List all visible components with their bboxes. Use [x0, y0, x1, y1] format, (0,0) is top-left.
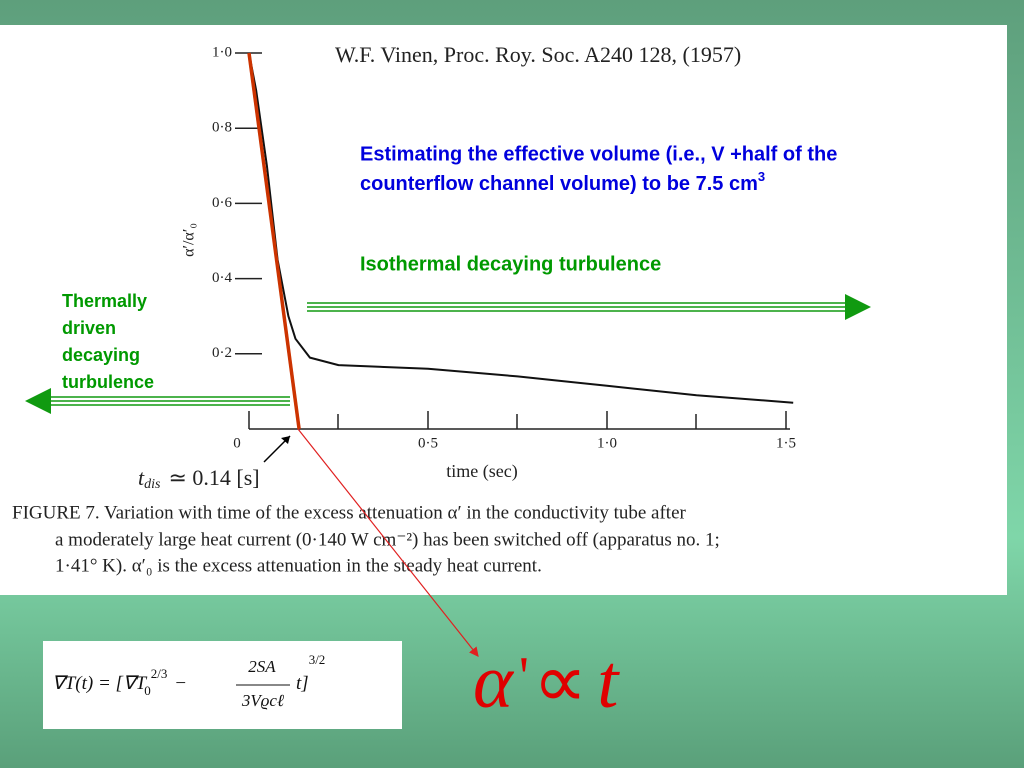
pointer-head: [281, 436, 290, 444]
y-tick-label: 0·2: [212, 345, 232, 361]
t-dis: tdis ≃ 0.14 [s]: [138, 465, 260, 492]
thermal-line: Thermally: [62, 291, 147, 311]
formula-tail: t]3/2: [296, 652, 325, 694]
formula: ∇T(t) = [∇T02/3−: [52, 666, 186, 698]
formula-box: [43, 641, 402, 729]
estimate-text: Estimating the effective volume (i.e., V…: [360, 143, 837, 195]
proportionality: α '∝ t: [473, 640, 620, 724]
x-tick-label: 0: [233, 435, 241, 451]
y-tick-label: 1·0: [212, 44, 232, 60]
y-tick-label: 0·4: [212, 270, 232, 286]
series-line: [248, 52, 794, 404]
left-arrow: [48, 396, 290, 406]
thermal-line: driven: [62, 318, 116, 338]
x-tick-label: 1·5: [776, 435, 796, 451]
right-arrow: [307, 302, 848, 312]
thermal-label: Thermally driven decaying turbulence: [62, 291, 154, 392]
formula-numerator: 2SA: [248, 657, 276, 676]
thermal-line: decaying: [62, 345, 140, 365]
right-arrow-head: [845, 294, 871, 320]
caption-line: 1·41° K). α′₀ is the excess attenuation …: [55, 555, 542, 576]
y-tick-label: 0·8: [212, 120, 232, 136]
caption-line: FIGURE 7. Variation with time of the exc…: [12, 502, 687, 523]
left-arrow-head: [25, 388, 51, 414]
estimate-line: Estimating the effective volume (i.e., V…: [360, 143, 837, 165]
y-axis-label: α′/α′₀: [181, 223, 198, 257]
x-tick-label: 0·5: [418, 435, 438, 451]
y-tick-label: 0·6: [212, 195, 232, 211]
figure-panel: [0, 25, 1007, 595]
formula-denominator: 3Vϱcℓ: [241, 691, 284, 710]
estimate-line: counterflow channel volume) to be 7.5 cm…: [360, 169, 765, 195]
caption: FIGURE 7. Variation with time of the exc…: [12, 502, 720, 576]
thermal-line: turbulence: [62, 372, 154, 392]
series-line: [247, 52, 301, 430]
x-tick-label: 1·0: [597, 435, 617, 451]
minor-ticks: [337, 414, 697, 429]
isothermal-label: Isothermal decaying turbulence: [360, 253, 661, 275]
caption-line: a moderately large heat current (0·140 W…: [55, 529, 720, 550]
red-arrow: [297, 428, 479, 657]
citation: W.F. Vinen, Proc. Roy. Soc. A240 128, (1…: [335, 42, 741, 67]
x-axis-label: time (sec): [446, 461, 517, 482]
